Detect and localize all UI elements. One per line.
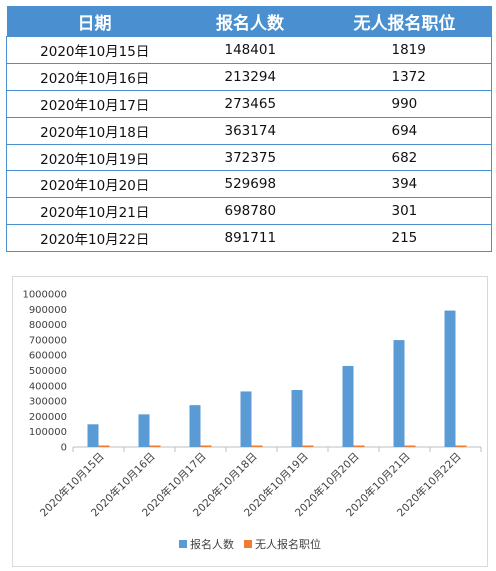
- date-cell: 2020年10月15日: [6, 36, 183, 64]
- positions-cell: 682: [317, 143, 492, 171]
- y-tick-label: 600000: [29, 351, 67, 362]
- applicants-cell: 372375: [182, 143, 318, 171]
- date-cell: 2020年10月21日: [6, 197, 183, 225]
- table-header-row: 日期 报名人数 无人报名职位: [6, 6, 492, 37]
- y-tick-label: 700000: [29, 335, 67, 346]
- y-tick-label: 100000: [29, 427, 67, 438]
- y-tick-label: 900000: [29, 305, 67, 316]
- table-row: 2020年10月22日 891711 215: [6, 224, 492, 253]
- date-cell: 2020年10月20日: [6, 170, 183, 198]
- applicants-cell: 273465: [182, 89, 318, 118]
- date-cell: 2020年10月17日: [6, 89, 183, 118]
- positions-cell: 990: [317, 89, 492, 118]
- y-tick-label: 1000000: [22, 290, 67, 301]
- applicants-cell: 363174: [182, 116, 318, 145]
- positions-cell: 1372: [317, 62, 492, 91]
- bar-chart: 0 100000 200000 300000 400000 500000 600000 700…: [22, 290, 482, 551]
- table-row: 2020年10月19日 372375 682: [6, 143, 492, 171]
- date-cell: 2020年10月19日: [6, 143, 183, 171]
- y-tick-label: 200000: [29, 412, 67, 423]
- table-row: 2020年10月20日 529698 394: [6, 170, 492, 198]
- applicants-cell: 891711: [182, 224, 318, 253]
- y-tick-label: 400000: [29, 381, 67, 392]
- y-tick-label: 800000: [29, 320, 67, 331]
- bar-no-applicant-positions: [455, 445, 467, 447]
- header-date: 日期: [6, 6, 183, 37]
- bar-applicants: [291, 390, 303, 447]
- header-no-applicant-positions: 无人报名职位: [317, 6, 492, 37]
- date-cell: 2020年10月16日: [6, 62, 183, 91]
- table-row: 2020年10月17日 273465 990: [6, 89, 492, 118]
- legend-swatch: [244, 540, 252, 548]
- bar-applicants: [138, 414, 150, 447]
- y-tick-label: 500000: [29, 366, 67, 377]
- bar-no-applicant-positions: [302, 445, 314, 447]
- applicants-cell: 148401: [182, 36, 318, 64]
- positions-cell: 394: [317, 170, 492, 198]
- date-cell: 2020年10月18日: [6, 116, 183, 145]
- y-tick-label: 0: [61, 443, 67, 454]
- table-row: 2020年10月16日 213294 1372: [6, 62, 492, 91]
- bar-applicants: [240, 391, 252, 447]
- table-row: 2020年10月21日 698780 301: [6, 197, 492, 225]
- applicants-cell: 698780: [182, 197, 318, 225]
- applicants-cell: 213294: [182, 62, 318, 91]
- table-row: 2020年10月15日 148401 1819: [6, 36, 492, 64]
- bar-applicants: [444, 310, 456, 447]
- bar-no-applicant-positions: [200, 445, 212, 447]
- positions-cell: 694: [317, 116, 492, 145]
- table-row: 2020年10月18日 363174 694: [6, 116, 492, 145]
- legend-swatch: [179, 540, 187, 548]
- chart-container: 0 100000 200000 300000 400000 500000 600000 700…: [12, 276, 488, 567]
- applicants-cell: 529698: [182, 170, 318, 198]
- header-applicants: 报名人数: [182, 6, 318, 37]
- positions-cell: 301: [317, 197, 492, 225]
- bar-no-applicant-positions: [251, 445, 263, 447]
- bar-no-applicant-positions: [149, 445, 161, 447]
- y-tick-label: 300000: [29, 397, 67, 408]
- bar-applicants: [393, 340, 405, 447]
- data-table: 日期 报名人数 无人报名职位 2020年10月15日 148401 1819 202…: [6, 6, 492, 253]
- bar-applicants: [87, 424, 99, 447]
- date-cell: 2020年10月22日: [6, 224, 183, 253]
- positions-cell: 215: [317, 224, 492, 253]
- positions-cell: 1819: [317, 36, 492, 64]
- bar-no-applicant-positions: [98, 445, 110, 447]
- legend-label: 报名人数: [190, 537, 234, 551]
- bar-applicants: [342, 365, 354, 447]
- bar-no-applicant-positions: [353, 445, 365, 447]
- bar-applicants: [189, 405, 201, 447]
- legend-label: 无人报名职位: [255, 537, 321, 551]
- bar-no-applicant-positions: [404, 445, 416, 447]
